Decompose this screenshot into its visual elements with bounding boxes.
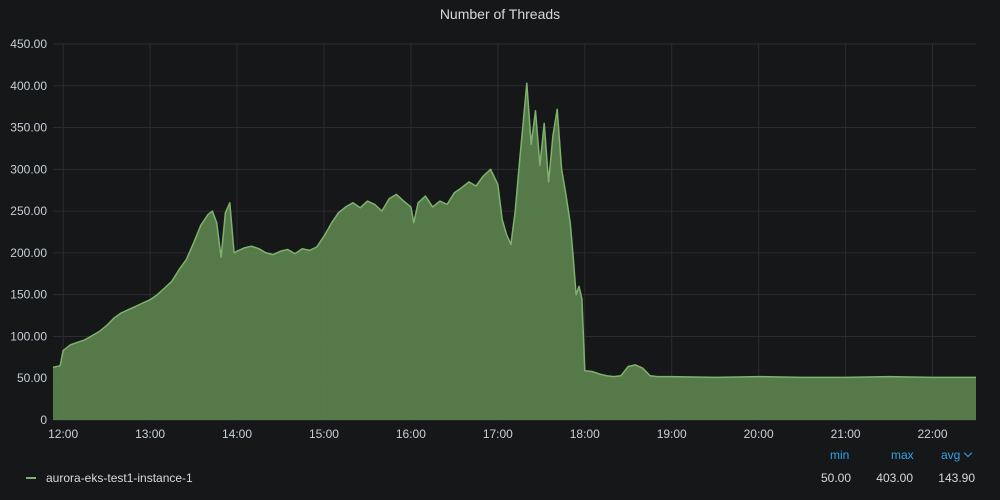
x-tick-label: 16:00 xyxy=(396,427,426,440)
y-tick-label: 100.00 xyxy=(10,329,47,343)
legend-header-avg[interactable]: avg xyxy=(941,448,973,462)
legend-series-item[interactable]: aurora-eks-test1-instance-1 xyxy=(26,471,193,485)
x-tick-label: 12:00 xyxy=(48,427,78,440)
chevron-down-icon xyxy=(964,448,973,458)
y-tick-label: 300.00 xyxy=(10,162,47,176)
y-tick-label: 250.00 xyxy=(10,204,47,218)
y-tick-label: 400.00 xyxy=(10,79,47,93)
x-tick-label: 19:00 xyxy=(657,427,687,440)
y-tick-label: 350.00 xyxy=(10,121,47,135)
x-tick-label: 13:00 xyxy=(135,427,165,440)
y-tick-label: 450.00 xyxy=(10,37,47,51)
y-tick-label: 150.00 xyxy=(10,288,47,302)
series-line xyxy=(52,82,976,379)
x-tick-label: 15:00 xyxy=(309,427,339,440)
x-tick-label: 20:00 xyxy=(744,427,774,440)
y-tick-label: 50.00 xyxy=(17,371,47,385)
x-tick-label: 22:00 xyxy=(918,427,948,440)
legend: min max avg aurora-eks-test1-instance-1 … xyxy=(0,440,1000,500)
series-color-swatch[interactable] xyxy=(26,477,36,479)
x-tick-label: 17:00 xyxy=(483,427,513,440)
chart-area[interactable]: 0 50.00 100.00 150.00 200.00 250.00 300.00 350.… xyxy=(0,0,1000,440)
legend-value-max: 403.00 xyxy=(876,471,913,485)
legend-value-avg: 143.90 xyxy=(938,471,975,485)
y-tick-label: 0 xyxy=(40,413,47,427)
legend-header-min[interactable]: min xyxy=(830,448,850,462)
panel-title[interactable]: Number of Threads xyxy=(439,6,561,22)
series-layer xyxy=(52,82,976,421)
axes: 0 50.00 100.00 150.00 200.00 250.00 300.00 350.… xyxy=(10,37,948,440)
series-area xyxy=(53,83,976,421)
legend-value-min: 50.00 xyxy=(820,471,851,485)
x-tick-label: 14:00 xyxy=(222,427,252,440)
legend-series-name: aurora-eks-test1-instance-1 xyxy=(46,471,193,485)
x-tick-label: 18:00 xyxy=(570,427,600,440)
x-tick-label: 21:00 xyxy=(831,427,861,440)
y-tick-label: 200.00 xyxy=(10,246,47,260)
legend-header-max[interactable]: max xyxy=(891,448,914,462)
